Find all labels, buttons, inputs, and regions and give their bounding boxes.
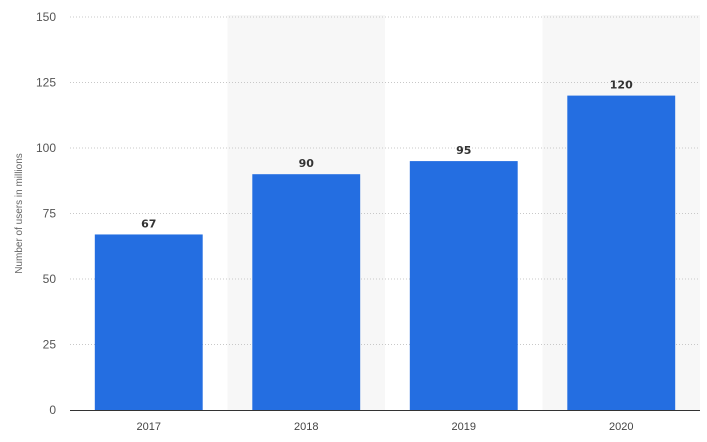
x-tick-label-2017: 2017 xyxy=(137,421,161,433)
bar-2020 xyxy=(567,95,676,410)
bars xyxy=(94,95,676,410)
bar-2019 xyxy=(409,161,518,410)
x-axis-ticks: 2017 2018 2019 2020 xyxy=(137,421,634,433)
data-label-2017: 67 xyxy=(141,217,156,230)
y-axis-title: Number of users in millions xyxy=(14,153,25,274)
x-tick-label-2018: 2018 xyxy=(294,421,318,433)
data-label-2018: 90 xyxy=(299,157,315,170)
data-label-2020: 120 xyxy=(610,79,633,92)
bar-2017 xyxy=(94,234,203,410)
x-tick-label-2020: 2020 xyxy=(609,421,633,433)
y-tick-label-125: 125 xyxy=(36,76,56,90)
y-tick-label-25: 25 xyxy=(43,338,57,352)
y-tick-label-100: 100 xyxy=(36,141,56,155)
x-tick-label-2019: 2019 xyxy=(452,421,476,433)
y-tick-label-150: 150 xyxy=(36,10,56,24)
y-tick-label-50: 50 xyxy=(43,272,57,286)
y-axis-ticks: 0 25 50 75 100 125 150 xyxy=(36,10,56,417)
bar-2018 xyxy=(252,174,361,410)
data-label-2019: 95 xyxy=(456,144,471,157)
y-tick-label-75: 75 xyxy=(43,207,57,221)
data-labels: 67 90 95 120 xyxy=(141,79,633,231)
y-tick-label-0: 0 xyxy=(49,403,56,417)
